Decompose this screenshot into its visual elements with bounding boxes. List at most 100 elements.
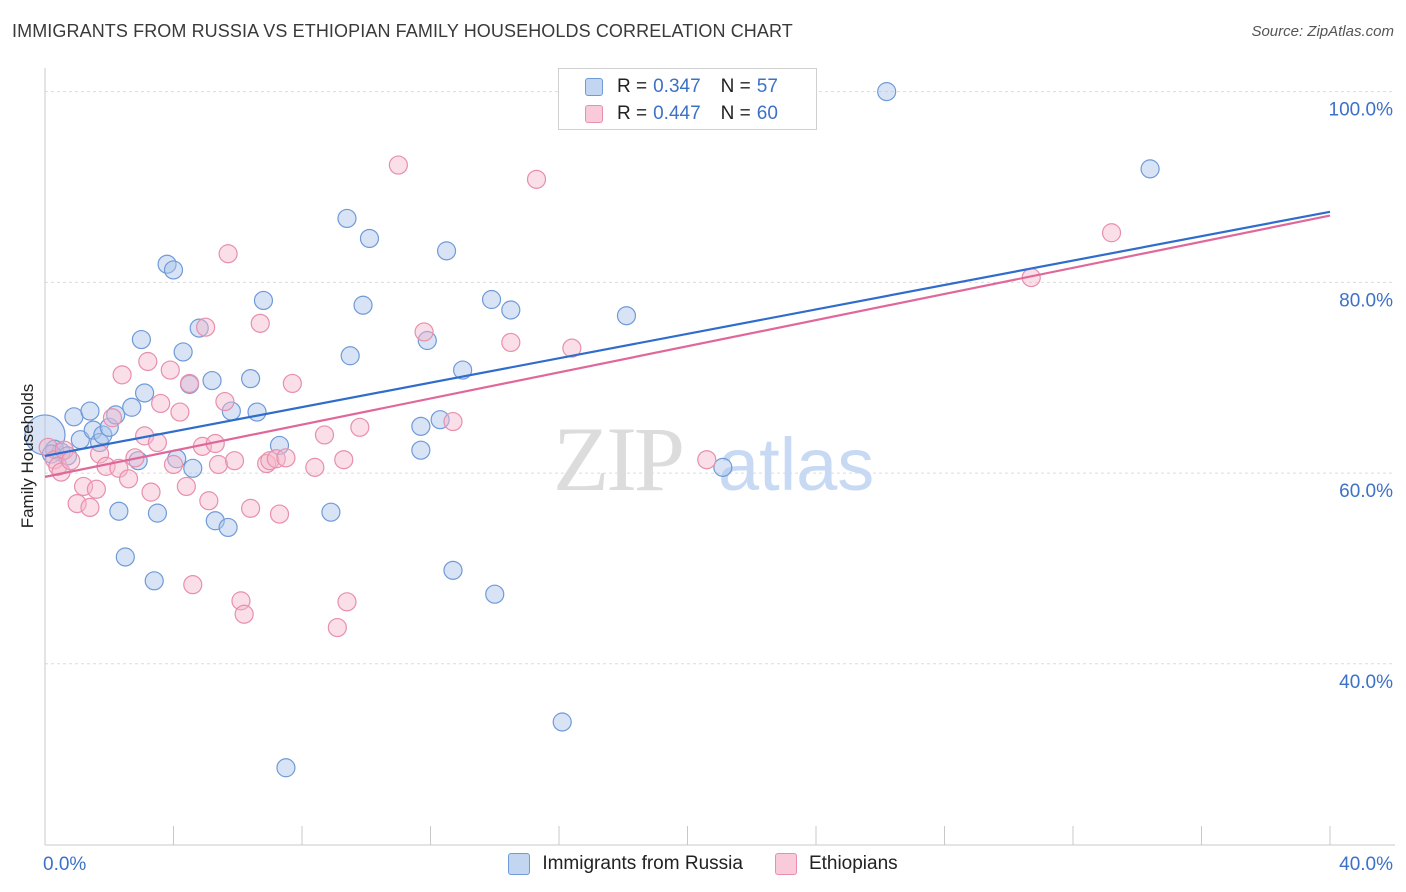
point-russia-33 (253, 290, 274, 311)
point-ethiopians-38 (241, 498, 261, 518)
point-ethiopians-47 (314, 425, 335, 445)
chart-title: IMMIGRANTS FROM RUSSIA VS ETHIOPIAN FAMI… (12, 21, 793, 41)
legend-r-value-ethiopians: 0.447 (653, 103, 701, 124)
point-russia-21 (163, 260, 184, 280)
point-russia-53 (713, 457, 733, 477)
point-russia-11 (106, 405, 126, 425)
point-ethiopians-12 (102, 408, 123, 428)
point-ethiopians-35 (224, 451, 245, 471)
point-ethiopians-27 (183, 575, 203, 595)
point-ethiopians-49 (334, 450, 354, 470)
point-russia-18 (144, 571, 164, 591)
point-ethiopians-54 (443, 411, 463, 432)
point-russia-23 (173, 342, 193, 362)
point-ethiopians-42 (266, 449, 286, 469)
point-russia-4 (64, 407, 84, 427)
point-ethiopians-33 (215, 391, 235, 412)
legend-n-label: N = (720, 103, 751, 124)
point-russia-25 (183, 458, 203, 478)
point-ethiopians-5 (61, 451, 81, 471)
point-russia-55 (1140, 159, 1160, 179)
point-russia-26 (189, 318, 209, 338)
series-legend: Immigrants from Russia Ethiopians (0, 851, 1406, 877)
point-russia-19 (147, 503, 168, 523)
point-russia-48 (481, 289, 502, 310)
legend-row-ethiopians: R = 0.447 N = 60 (585, 102, 778, 126)
point-russia-45 (436, 241, 457, 261)
point-ethiopians-57 (562, 338, 582, 358)
x-tick-labels: 0.0% 40.0% (43, 854, 1393, 875)
point-ethiopians-58 (697, 450, 717, 470)
legend-r-value-russia: 0.347 (653, 76, 701, 97)
y-tick-label-3: 100.0% (1329, 100, 1394, 121)
point-ethiopians-29 (196, 317, 216, 337)
legend-swatch-ethiopians (585, 105, 603, 123)
point-russia-40 (359, 228, 380, 249)
point-ethiopians-8 (80, 497, 100, 518)
point-ethiopians-45 (282, 373, 302, 394)
point-russia-37 (337, 208, 357, 229)
point-russia-52 (616, 306, 637, 326)
watermark: ZIP atlas (553, 408, 874, 510)
trend-lines (44, 210, 1331, 478)
point-ethiopians-26 (179, 373, 200, 394)
point-russia-38 (340, 346, 360, 366)
legend-swatch-russia (585, 78, 603, 96)
legend-r-label: R = (617, 76, 648, 97)
grid-lines (45, 91, 1392, 665)
point-russia-47 (453, 360, 473, 380)
legend-n-value-ethiopians: 60 (756, 103, 778, 124)
point-ethiopians-43 (269, 504, 290, 524)
point-ethiopians-23 (163, 454, 184, 475)
point-russia-41 (411, 416, 431, 436)
point-russia-14 (122, 397, 142, 417)
point-russia-54 (877, 82, 897, 102)
point-russia-36 (321, 502, 341, 522)
point-russia-35 (276, 758, 296, 778)
source-label: Source: ZipAtlas.com (1251, 23, 1394, 40)
point-ethiopians-53 (414, 322, 434, 342)
point-ethiopians-40 (257, 453, 277, 474)
point-russia-27 (202, 370, 222, 391)
legend-swatch-russia (508, 853, 531, 875)
legend-n-label: N = (720, 76, 751, 97)
legend-item-russia: Immigrants from Russia (508, 853, 743, 875)
point-russia-6 (80, 401, 100, 421)
point-russia-12 (109, 501, 129, 521)
y-tick-label-0: 40.0% (1339, 672, 1393, 693)
point-ethiopians-32 (208, 454, 229, 475)
point-ethiopians-15 (118, 469, 139, 489)
point-russia-17 (134, 383, 155, 403)
point-russia-7 (83, 420, 103, 440)
point-ethiopians-14 (112, 365, 132, 385)
point-russia-39 (353, 295, 373, 315)
point-ethiopians-51 (350, 417, 370, 437)
point-ethiopians-50 (337, 592, 357, 612)
point-ethiopians-24 (170, 402, 190, 422)
point-ethiopians-6 (67, 493, 87, 514)
x-tick-label-0: 0.0% (43, 854, 86, 875)
point-russia-32 (247, 402, 267, 422)
point-ethiopians-30 (199, 491, 219, 511)
point-ethiopians-60 (1101, 223, 1122, 243)
data-points (24, 82, 1160, 778)
point-russia-50 (501, 300, 521, 320)
point-ethiopians-21 (151, 393, 171, 414)
point-russia-51 (552, 712, 572, 732)
y-tick-label-2: 80.0% (1339, 290, 1393, 311)
point-ethiopians-19 (141, 482, 161, 502)
legend-label-russia: Immigrants from Russia (542, 853, 743, 874)
legend-item-ethiopians: Ethiopians (774, 853, 898, 875)
y-tick-labels: 40.0% 60.0% 80.0% 100.0% (1329, 100, 1394, 693)
point-russia-16 (131, 329, 151, 350)
point-ethiopians-46 (305, 457, 325, 477)
y-axis-title: Family Households (18, 383, 37, 529)
point-russia-46 (443, 560, 463, 580)
point-ethiopians-34 (218, 244, 238, 264)
point-russia-42 (411, 440, 431, 460)
legend-n-value-russia: 57 (756, 76, 778, 97)
point-ethiopians-56 (526, 169, 547, 189)
point-ethiopians-9 (86, 479, 107, 499)
watermark-atlas: atlas (718, 423, 874, 506)
